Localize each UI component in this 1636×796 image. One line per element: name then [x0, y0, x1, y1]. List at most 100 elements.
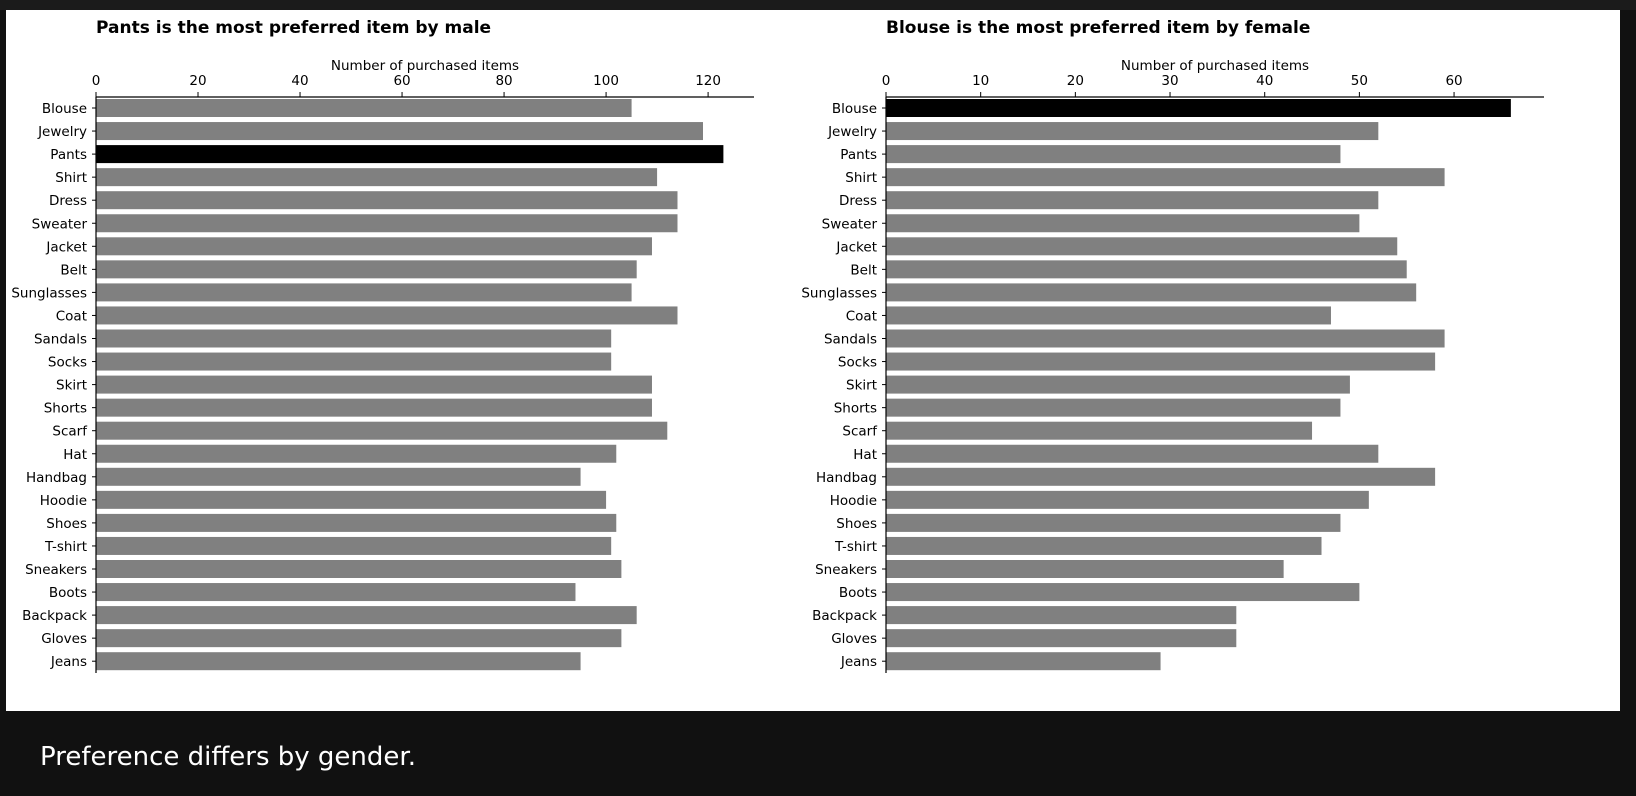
chart2-bar-t-shirt	[886, 536, 1322, 555]
chart1-bar-pants	[96, 145, 724, 164]
chart2-category-label-sweater: Sweater	[822, 216, 878, 232]
chart2-bar-blouse	[886, 99, 1511, 117]
top-strip	[0, 0, 1636, 10]
chart2-category-label-socks: Socks	[838, 355, 877, 371]
chart1-category-label-jewelry: Jewelry	[37, 124, 87, 140]
chart1-title: Pants is the most preferred item by male	[96, 18, 491, 38]
chart1-category-label-skirt: Skirt	[56, 378, 87, 394]
chart1-bar-sandals	[96, 329, 612, 348]
chart1-bar-backpack	[96, 606, 637, 625]
chart1-xlabel: Number of purchased items	[331, 58, 519, 74]
chart1-bar-jewelry	[96, 122, 703, 141]
chart2-bar-jacket	[886, 237, 1398, 256]
chart2-bar-sandals	[886, 329, 1445, 348]
chart1-bar-t-shirt	[96, 536, 612, 555]
chart2-category-label-belt: Belt	[850, 262, 877, 278]
chart1-category-label-jacket: Jacket	[45, 239, 87, 255]
chart1-category-label-t-shirt: T-shirt	[44, 539, 87, 555]
chart1-category-label-belt: Belt	[60, 262, 87, 278]
chart2-xtick-label-60: 60	[1445, 73, 1462, 89]
chart2-category-label-sunglasses: Sunglasses	[801, 285, 877, 301]
chart1-category-label-shoes: Shoes	[46, 516, 87, 532]
chart1-xtick-label-0: 0	[92, 73, 101, 89]
chart1-xtick-label-40: 40	[291, 73, 308, 89]
chart1-bar-dress	[96, 191, 678, 210]
chart2-category-label-jacket: Jacket	[835, 239, 877, 255]
chart2-category-label-shirt: Shirt	[845, 170, 877, 186]
chart2-bar-gloves	[886, 629, 1237, 648]
chart2-category-label-blouse: Blouse	[832, 101, 877, 117]
chart1-bar-sneakers	[96, 560, 622, 578]
chart2-xtick-label-30: 30	[1161, 73, 1178, 89]
chart2-xtick-label-0: 0	[882, 73, 891, 89]
chart1-bar-gloves	[96, 629, 622, 648]
chart2-bar-dress	[886, 191, 1379, 210]
chart2-category-label-dress: Dress	[839, 193, 877, 209]
chart1-bar-scarf	[96, 421, 668, 440]
chart1-category-label-gloves: Gloves	[41, 631, 87, 647]
chart2-xlabel: Number of purchased items	[1121, 58, 1309, 74]
chart2-category-label-hoodie: Hoodie	[830, 493, 877, 509]
chart2-category-label-gloves: Gloves	[831, 631, 877, 647]
chart1-category-label-blouse: Blouse	[42, 101, 87, 117]
chart2-bar-scarf	[886, 421, 1313, 440]
chart2-category-label-jeans: Jeans	[840, 654, 877, 670]
chart1-xtick-label-20: 20	[189, 73, 206, 89]
chart1-bar-belt	[96, 260, 637, 279]
chart2-category-label-scarf: Scarf	[842, 424, 878, 440]
chart2-xtick-label-10: 10	[972, 73, 989, 89]
chart1-xtick-label-120: 120	[695, 73, 721, 89]
chart1-bar-jeans	[96, 652, 581, 671]
chart2-category-label-jewelry: Jewelry	[827, 124, 877, 140]
chart2-category-label-coat: Coat	[846, 308, 877, 324]
chart1-bar-boots	[96, 583, 576, 602]
chart1-category-label-shorts: Shorts	[44, 401, 87, 417]
chart1-bar-sunglasses	[96, 283, 632, 302]
chart2-xtick-label-20: 20	[1067, 73, 1084, 89]
chart2-bar-sunglasses	[886, 283, 1417, 302]
chart-svg: Pants is the most preferred item by male…	[11, 18, 1544, 673]
chart1-category-label-pants: Pants	[50, 147, 87, 163]
chart1-xtick-label-60: 60	[393, 73, 410, 89]
chart2-category-label-boots: Boots	[839, 585, 877, 601]
chart1-bar-shorts	[96, 398, 652, 417]
chart2-bar-socks	[886, 352, 1436, 371]
chart1-category-label-backpack: Backpack	[22, 608, 87, 624]
chart1-bar-socks	[96, 352, 612, 371]
chart1-category-label-boots: Boots	[49, 585, 87, 601]
chart2-bar-coat	[886, 306, 1331, 325]
chart2-xtick-label-40: 40	[1256, 73, 1273, 89]
chart1-bar-hat	[96, 444, 617, 463]
chart2-title: Blouse is the most preferred item by fem…	[886, 18, 1310, 38]
chart1-category-label-socks: Socks	[48, 355, 87, 371]
chart1-bar-skirt	[96, 375, 652, 394]
chart1-category-label-jeans: Jeans	[50, 654, 87, 670]
chart2-bar-pants	[886, 145, 1341, 164]
chart1-category-label-scarf: Scarf	[52, 424, 88, 440]
chart1-bar-hoodie	[96, 490, 607, 509]
chart1-category-label-shirt: Shirt	[55, 170, 87, 186]
chart2-bar-hat	[886, 444, 1379, 463]
chart2-category-label-shorts: Shorts	[834, 401, 877, 417]
chart1-category-label-handbag: Handbag	[26, 470, 87, 486]
chart1-bar-handbag	[96, 467, 581, 486]
chart2-category-label-backpack: Backpack	[812, 608, 877, 624]
caption: Preference differs by gender.	[40, 742, 416, 772]
chart2-xtick-label-50: 50	[1351, 73, 1368, 89]
chart1-category-label-sweater: Sweater	[32, 216, 88, 232]
chart1-category-label-sandals: Sandals	[34, 332, 87, 348]
chart1-bar-jacket	[96, 237, 652, 256]
chart2-bar-handbag	[886, 467, 1436, 486]
chart1-xtick-label-100: 100	[593, 73, 619, 89]
chart1-bar-shirt	[96, 168, 658, 187]
chart2-bar-sweater	[886, 214, 1360, 233]
chart1-category-label-dress: Dress	[49, 193, 87, 209]
chart2-category-label-t-shirt: T-shirt	[834, 539, 877, 555]
chart1-category-label-sunglasses: Sunglasses	[11, 285, 87, 301]
chart1-bar-coat	[96, 306, 678, 325]
chart2-bar-jewelry	[886, 122, 1379, 141]
chart2-category-label-hat: Hat	[853, 447, 877, 463]
chart2-category-label-sandals: Sandals	[824, 332, 877, 348]
chart2-bar-belt	[886, 260, 1407, 279]
chart1-xtick-label-80: 80	[495, 73, 512, 89]
